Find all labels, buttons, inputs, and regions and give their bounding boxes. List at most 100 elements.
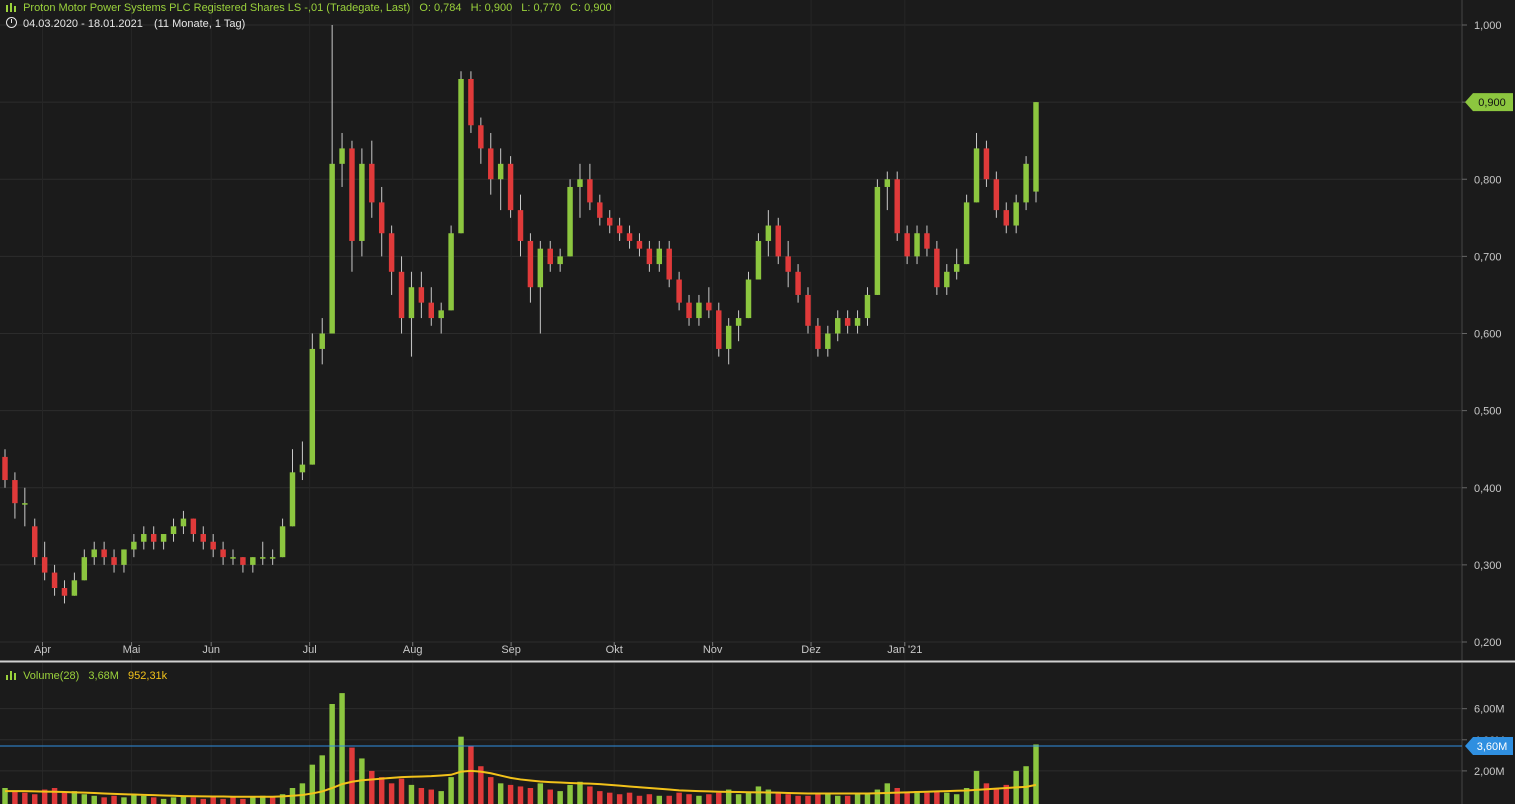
volume-bar bbox=[597, 791, 603, 804]
candle-body bbox=[825, 333, 831, 349]
date-range-span: (11 Monate, 1 Tag) bbox=[153, 18, 246, 30]
candle-body bbox=[953, 264, 960, 272]
volume-bar bbox=[1003, 784, 1009, 804]
volume-bar bbox=[795, 795, 801, 804]
volume-bar bbox=[497, 783, 504, 804]
volume-bar bbox=[666, 795, 672, 804]
volume-badge-label: 3,60M bbox=[1477, 741, 1508, 753]
candle-body bbox=[150, 534, 157, 542]
candle-body bbox=[656, 248, 663, 265]
low-value: L: 0,770 bbox=[521, 2, 562, 14]
candle-body bbox=[121, 549, 127, 565]
volume-bar bbox=[388, 783, 395, 804]
candle-body bbox=[963, 202, 970, 265]
volume-bar bbox=[983, 783, 990, 804]
price-badge-shape bbox=[1465, 93, 1513, 112]
volume-bar bbox=[953, 794, 960, 804]
volume-bar bbox=[32, 794, 38, 804]
volume-bar bbox=[299, 783, 306, 804]
candle-body bbox=[71, 580, 78, 596]
candle-body bbox=[478, 125, 484, 149]
volume-bar bbox=[765, 789, 772, 804]
candle-body bbox=[101, 549, 107, 558]
volume-bar bbox=[775, 792, 781, 804]
volume-bar bbox=[71, 791, 78, 804]
candle-body bbox=[32, 526, 38, 558]
volume-ma-value: 952,31k bbox=[128, 670, 168, 682]
volume-bar bbox=[220, 798, 226, 804]
candle-body bbox=[170, 526, 177, 535]
volume-bar bbox=[626, 792, 633, 804]
candle-body bbox=[765, 225, 772, 241]
candle-body bbox=[91, 549, 97, 558]
volume-bar bbox=[656, 795, 663, 804]
candle-body bbox=[289, 472, 296, 527]
time-tick-label: Jan '21 bbox=[887, 644, 922, 656]
candle-body bbox=[894, 179, 900, 234]
candle-body bbox=[646, 248, 653, 265]
volume-bar bbox=[349, 747, 355, 804]
volume-bars-icon bbox=[6, 671, 16, 680]
candle-body bbox=[686, 302, 692, 319]
candle-body bbox=[874, 186, 881, 295]
candle-body bbox=[706, 302, 712, 311]
date-range[interactable]: 04.03.2020 - 18.01.2021 (11 Monate, 1 Ta… bbox=[6, 17, 245, 30]
candle-body bbox=[269, 557, 276, 559]
volume-bar bbox=[279, 794, 286, 804]
volume-bar bbox=[1023, 766, 1029, 804]
candle-body bbox=[12, 480, 18, 504]
close-value: C: 0,900 bbox=[570, 2, 612, 14]
candle-body bbox=[468, 78, 474, 126]
candle-body bbox=[408, 287, 415, 319]
volume-bar bbox=[150, 797, 157, 804]
time-tick-label: Sep bbox=[501, 644, 521, 656]
volume-bar bbox=[993, 788, 1000, 804]
price-badge-label: 0,900 bbox=[1478, 97, 1506, 109]
price-tick-label: 0,200 bbox=[1474, 637, 1502, 649]
time-axis-labels: Apr Mai Jun Jul Aug Sep Okt Nov Dez Jan '21 bbox=[34, 642, 922, 656]
candle-body bbox=[785, 256, 791, 272]
candle-body bbox=[725, 325, 732, 349]
volume-bar bbox=[904, 792, 910, 804]
candle-body bbox=[983, 148, 990, 180]
volume-value: 3,68M bbox=[88, 670, 119, 682]
volume-bar bbox=[378, 777, 385, 804]
candle-body bbox=[934, 248, 940, 288]
volume-bar bbox=[12, 791, 18, 804]
candle-body bbox=[973, 148, 980, 203]
volume-bar bbox=[676, 792, 682, 804]
candle-body bbox=[1013, 202, 1019, 226]
volume-bar bbox=[874, 789, 881, 804]
volume-bar bbox=[101, 797, 107, 804]
candle-body bbox=[250, 557, 256, 565]
candle-body bbox=[319, 333, 325, 349]
volume-grid bbox=[0, 663, 1462, 804]
volume-bar bbox=[825, 794, 831, 804]
candle-body bbox=[815, 325, 821, 349]
volume-bar bbox=[716, 792, 722, 804]
candle-body bbox=[626, 233, 633, 241]
candle-body bbox=[795, 271, 801, 295]
volume-bar bbox=[894, 788, 900, 804]
candle-body bbox=[716, 310, 722, 349]
candle-body bbox=[854, 318, 861, 326]
volume-bar bbox=[22, 792, 28, 804]
volume-tick-label: 2,00M bbox=[1474, 766, 1505, 778]
candle-body bbox=[537, 248, 544, 288]
volume-tick-label: 6,00M bbox=[1474, 704, 1505, 716]
volume-bar bbox=[468, 746, 474, 804]
volume-bar bbox=[934, 791, 940, 804]
volume-bar bbox=[864, 794, 871, 804]
time-tick-label: Okt bbox=[606, 644, 623, 656]
candle-body bbox=[676, 279, 682, 303]
volume-bar bbox=[369, 770, 375, 804]
price-tick-label: 1,000 bbox=[1474, 20, 1502, 32]
price-tick-label: 0,800 bbox=[1474, 174, 1502, 186]
volume-bar bbox=[725, 789, 732, 804]
volume-bar bbox=[686, 794, 692, 804]
candle-body bbox=[131, 541, 137, 550]
volume-bar bbox=[488, 777, 494, 804]
volume-bar bbox=[250, 797, 256, 804]
candle-body bbox=[1033, 102, 1039, 192]
